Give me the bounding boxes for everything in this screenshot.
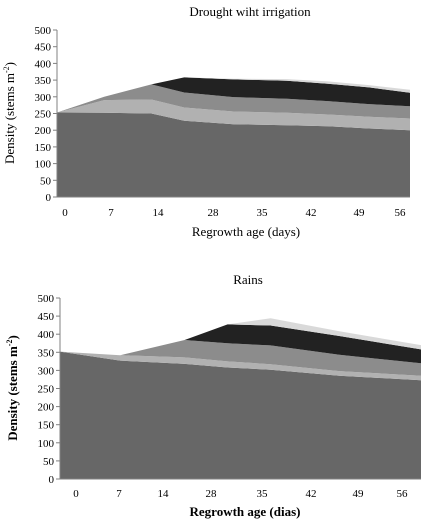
y-tick-labels: 0 50 100 150 200 250 300 350 400 450 500 (35, 25, 57, 204)
area-series-4 (57, 77, 410, 113)
y-tick-labels: 0 50 100 150 200 250 300 350 400 450 500 (38, 293, 60, 486)
area-series-2 (57, 99, 410, 131)
x-axis-label: Regrowth age (dias) (190, 504, 301, 519)
y-axis-label-superscript: -2 (5, 340, 14, 347)
x-tick-label: 49 (353, 488, 365, 500)
y-tick-label: 0 (49, 474, 55, 486)
x-tick-label: 0 (73, 488, 79, 500)
y-axis-label: Density (stems m-2) (2, 62, 17, 164)
y-tick-label: 500 (38, 293, 55, 305)
area-series-3 (60, 340, 421, 376)
area-series-1 (57, 112, 410, 197)
y-tick-label: 50 (43, 456, 55, 468)
x-tick-label: 42 (306, 488, 317, 500)
x-tick-label: 7 (116, 488, 122, 500)
y-tick-label: 250 (35, 109, 52, 121)
y-tick-label: 250 (38, 384, 55, 396)
area-layers (57, 77, 410, 197)
y-axis-label-close: ) (2, 62, 17, 66)
area-series-4 (60, 324, 421, 364)
x-tick-label: 14 (158, 488, 170, 500)
x-tick-label: 56 (397, 488, 409, 500)
x-tick-label: 28 (206, 488, 218, 500)
x-tick-label: 0 (62, 207, 68, 219)
y-tick-label: 50 (40, 175, 52, 187)
chart-drought-irrigation: Drought wiht irrigation 0 50 100 150 200 250 3… (2, 4, 410, 239)
y-tick-label: 350 (38, 347, 55, 359)
x-tick-label: 28 (208, 207, 220, 219)
y-tick-label: 500 (35, 25, 52, 37)
y-axis-label: Density (stems m-2) (5, 335, 20, 441)
x-tick-labels: 0 7 14 28 35 42 49 56 (73, 488, 408, 500)
y-tick-label: 200 (35, 125, 52, 137)
y-tick-label: 300 (38, 365, 55, 377)
x-axis-label: Regrowth age (days) (192, 224, 300, 239)
area-series-3 (57, 84, 410, 119)
y-tick-label: 400 (35, 58, 52, 70)
y-tick-label: 400 (38, 329, 55, 341)
y-tick-label: 150 (35, 142, 52, 154)
y-tick-label: 100 (35, 159, 52, 171)
x-tick-label: 56 (395, 207, 407, 219)
y-tick-label: 200 (38, 402, 55, 414)
x-tick-label: 35 (257, 488, 269, 500)
x-tick-label: 42 (306, 207, 317, 219)
area-layers (60, 318, 421, 479)
y-tick-label: 300 (35, 92, 52, 104)
x-tick-label: 49 (354, 207, 366, 219)
x-tick-labels: 0 7 14 28 35 42 49 56 (62, 207, 406, 219)
x-tick-label: 35 (257, 207, 269, 219)
y-axis-label-superscript: -2 (2, 66, 11, 73)
y-axis-label-close: ) (5, 335, 20, 339)
y-tick-label: 450 (38, 311, 55, 323)
y-axis-label-main: Density (stems m (2, 73, 17, 164)
y-axis-label-main: Density (stems m (5, 346, 20, 441)
y-tick-label: 450 (35, 42, 52, 54)
y-tick-label: 100 (38, 438, 55, 450)
x-tick-label: 14 (153, 207, 165, 219)
y-tick-label: 150 (38, 420, 55, 432)
chart-rains: Rains 0 50 100 150 200 250 300 350 400 450 500 0 7 1… (5, 272, 421, 519)
y-tick-label: 350 (35, 75, 52, 87)
chart-title: Drought wiht irrigation (189, 4, 311, 19)
area-series-1 (60, 351, 421, 479)
area-series-2 (60, 351, 421, 381)
area-series-5 (60, 318, 421, 356)
x-tick-label: 7 (108, 207, 114, 219)
chart-title: Rains (233, 272, 263, 287)
y-tick-label: 0 (46, 192, 52, 204)
